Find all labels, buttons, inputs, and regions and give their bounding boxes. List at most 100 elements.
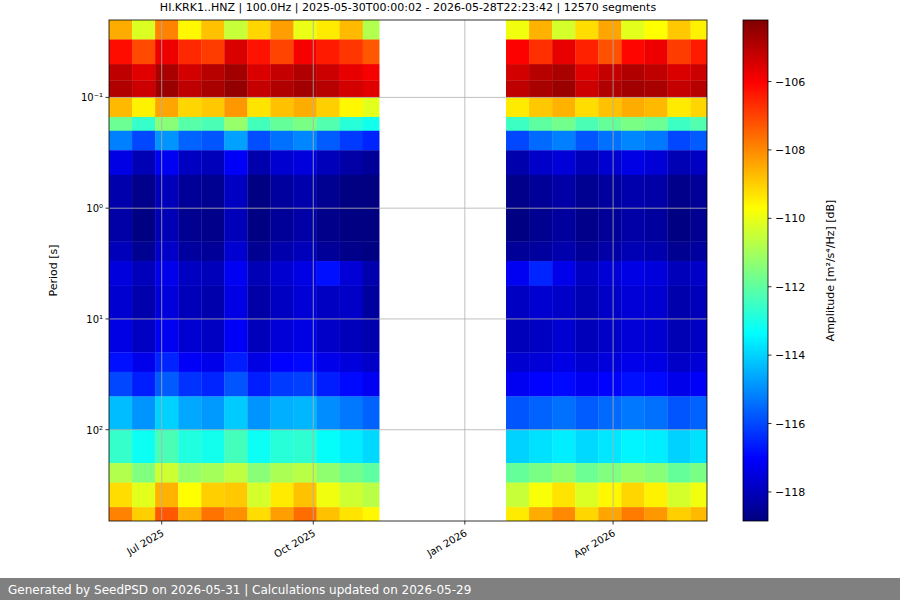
cell xyxy=(247,463,270,483)
cell xyxy=(132,208,155,242)
cell xyxy=(667,507,690,521)
cell xyxy=(644,430,667,464)
cell xyxy=(317,64,340,80)
cell xyxy=(224,319,247,353)
cell xyxy=(644,40,667,65)
cell xyxy=(132,150,155,175)
cell xyxy=(529,97,552,117)
cell xyxy=(667,261,690,286)
cell xyxy=(644,396,667,430)
cell xyxy=(340,430,363,464)
cell xyxy=(667,242,690,262)
tick-label: 10¹ xyxy=(86,314,103,325)
cell xyxy=(575,20,598,40)
background xyxy=(0,0,900,600)
cell xyxy=(270,175,293,209)
cell xyxy=(644,507,667,521)
tick xyxy=(313,521,314,525)
cell xyxy=(621,117,644,131)
tick xyxy=(161,521,162,525)
tick-label: Oct 2025 xyxy=(272,527,317,559)
cell xyxy=(178,117,201,131)
cell xyxy=(621,352,644,372)
cell xyxy=(201,150,224,175)
cell xyxy=(506,507,529,521)
cell xyxy=(178,396,201,430)
cell xyxy=(155,430,178,464)
cell xyxy=(644,175,667,209)
cell xyxy=(270,64,293,80)
colorbar-tick xyxy=(768,491,772,492)
cell xyxy=(575,463,598,483)
cell xyxy=(109,242,132,262)
cell xyxy=(598,97,621,117)
grid-line xyxy=(313,20,314,521)
cell xyxy=(270,319,293,353)
cell xyxy=(598,430,621,464)
cell xyxy=(529,175,552,209)
cell xyxy=(529,242,552,262)
colorbar-tick xyxy=(768,355,772,356)
cell xyxy=(598,286,621,320)
cell xyxy=(667,430,690,464)
cell xyxy=(270,352,293,372)
cell xyxy=(109,117,132,131)
cell xyxy=(529,80,552,97)
cell xyxy=(247,372,270,397)
cell xyxy=(109,261,132,286)
cell xyxy=(224,97,247,117)
footer-bar xyxy=(0,578,900,600)
tick xyxy=(106,97,110,98)
cell xyxy=(201,396,224,430)
cell xyxy=(598,20,621,40)
cell xyxy=(224,463,247,483)
cell xyxy=(224,352,247,372)
cell xyxy=(621,463,644,483)
cell xyxy=(691,20,707,40)
cell xyxy=(247,483,270,508)
cell xyxy=(506,319,529,353)
cell xyxy=(552,20,575,40)
cell xyxy=(575,150,598,175)
cell xyxy=(155,319,178,353)
cell xyxy=(132,372,155,397)
cell xyxy=(598,175,621,209)
cell xyxy=(552,97,575,117)
cell xyxy=(506,242,529,262)
cell xyxy=(621,430,644,464)
cell xyxy=(552,507,575,521)
cell xyxy=(247,40,270,65)
cell xyxy=(644,20,667,40)
cell xyxy=(109,319,132,353)
cell xyxy=(575,175,598,209)
cell xyxy=(340,507,363,521)
cell xyxy=(598,261,621,286)
title: HI.KRK1..HNZ | 100.0Hz | 2025-05-30T00:0… xyxy=(160,1,657,14)
cell xyxy=(529,372,552,397)
cell xyxy=(575,372,598,397)
cell xyxy=(155,463,178,483)
cell xyxy=(340,242,363,262)
cell xyxy=(644,150,667,175)
cell xyxy=(621,64,644,80)
cell xyxy=(363,319,380,353)
cell xyxy=(155,483,178,508)
cell xyxy=(247,208,270,242)
cell xyxy=(691,430,707,464)
cell xyxy=(201,64,224,80)
cell xyxy=(247,507,270,521)
cell xyxy=(224,150,247,175)
cell xyxy=(247,97,270,117)
cell xyxy=(317,430,340,464)
cell xyxy=(109,463,132,483)
cell xyxy=(667,20,690,40)
cell xyxy=(363,80,380,97)
colorbar-tick xyxy=(768,218,772,219)
cell xyxy=(201,352,224,372)
cell xyxy=(201,242,224,262)
cell xyxy=(224,80,247,97)
cell xyxy=(270,372,293,397)
cell xyxy=(201,430,224,464)
colorbar-tick-label: −108 xyxy=(775,144,805,157)
tick-label: 10² xyxy=(86,425,103,436)
